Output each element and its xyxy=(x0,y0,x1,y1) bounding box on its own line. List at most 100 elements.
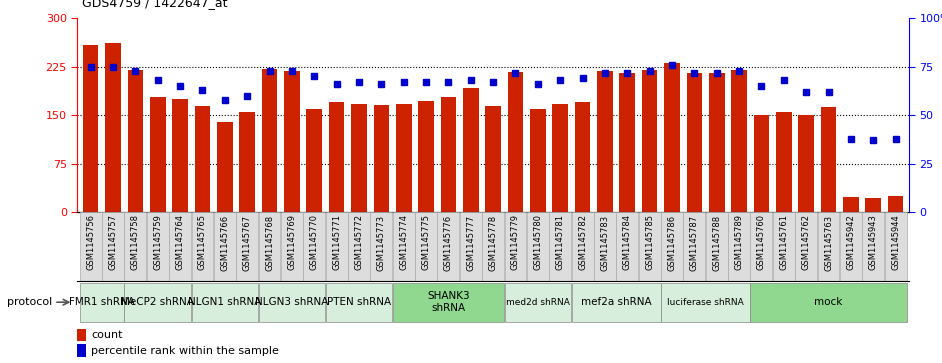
Text: GSM1145771: GSM1145771 xyxy=(333,215,341,270)
Bar xyxy=(731,70,747,212)
Bar xyxy=(575,102,591,212)
Text: GSM1145760: GSM1145760 xyxy=(757,215,766,270)
Bar xyxy=(549,212,571,281)
Text: GSM1145758: GSM1145758 xyxy=(131,215,139,270)
Text: GSM1145779: GSM1145779 xyxy=(511,215,520,270)
Bar xyxy=(124,212,146,281)
Bar xyxy=(351,104,366,212)
Text: GSM1145764: GSM1145764 xyxy=(175,215,185,270)
Text: GSM1145943: GSM1145943 xyxy=(869,215,878,270)
Text: GSM1145789: GSM1145789 xyxy=(735,215,743,270)
Text: GSM1145762: GSM1145762 xyxy=(802,215,811,270)
Bar xyxy=(572,212,593,281)
Bar xyxy=(597,71,612,212)
Bar xyxy=(463,88,479,212)
Bar xyxy=(820,107,836,212)
Text: GSM1145776: GSM1145776 xyxy=(444,215,453,270)
Bar xyxy=(754,115,770,212)
Bar xyxy=(887,196,903,212)
Bar xyxy=(374,105,389,212)
Bar xyxy=(217,122,233,212)
Bar xyxy=(505,212,527,281)
Bar xyxy=(508,72,524,212)
Bar xyxy=(683,212,706,281)
Bar xyxy=(866,198,881,212)
Bar xyxy=(527,212,549,281)
Bar xyxy=(772,212,795,281)
Bar xyxy=(460,212,481,281)
Text: GSM1145774: GSM1145774 xyxy=(399,215,408,270)
Bar xyxy=(172,99,187,212)
Bar xyxy=(124,282,191,322)
Bar xyxy=(751,282,906,322)
Text: mock: mock xyxy=(814,297,843,307)
Text: GSM1145766: GSM1145766 xyxy=(220,215,229,270)
Bar xyxy=(572,282,660,322)
Text: GSM1145770: GSM1145770 xyxy=(310,215,318,270)
Bar xyxy=(214,212,236,281)
Bar xyxy=(594,212,616,281)
Bar xyxy=(616,212,639,281)
Text: GSM1145757: GSM1145757 xyxy=(108,215,118,270)
Bar xyxy=(150,97,166,212)
Bar xyxy=(776,112,791,212)
Text: GSM1145784: GSM1145784 xyxy=(623,215,632,270)
Bar xyxy=(102,212,124,281)
Text: GSM1145772: GSM1145772 xyxy=(354,215,364,270)
Bar xyxy=(418,101,434,212)
Bar xyxy=(170,212,191,281)
Text: GSM1145783: GSM1145783 xyxy=(600,215,609,270)
Text: GSM1145786: GSM1145786 xyxy=(668,215,676,270)
Text: GSM1145777: GSM1145777 xyxy=(466,215,476,270)
Bar xyxy=(642,70,658,212)
Text: count: count xyxy=(91,330,122,340)
Text: GSM1145759: GSM1145759 xyxy=(154,215,162,270)
Text: med2d shRNA: med2d shRNA xyxy=(506,298,570,307)
Bar xyxy=(127,70,143,212)
Bar xyxy=(236,212,258,281)
Text: SHANK3
shRNA: SHANK3 shRNA xyxy=(427,291,470,313)
Bar xyxy=(885,212,906,281)
Bar xyxy=(191,212,214,281)
Bar xyxy=(306,109,322,212)
Text: mef2a shRNA: mef2a shRNA xyxy=(581,297,652,307)
Text: GSM1145761: GSM1145761 xyxy=(779,215,788,270)
Bar xyxy=(415,212,437,281)
Bar xyxy=(329,102,345,212)
Bar xyxy=(843,197,859,212)
Bar xyxy=(393,282,504,322)
Bar xyxy=(259,212,281,281)
Bar xyxy=(709,73,724,212)
Text: GSM1145768: GSM1145768 xyxy=(265,215,274,270)
Bar xyxy=(505,282,571,322)
Text: GSM1145767: GSM1145767 xyxy=(243,215,252,270)
Bar xyxy=(751,212,772,281)
Bar xyxy=(303,212,325,281)
Bar xyxy=(485,106,501,212)
Bar xyxy=(862,212,885,281)
Bar xyxy=(706,212,727,281)
Bar xyxy=(840,212,862,281)
Bar xyxy=(106,43,121,212)
Text: GSM1145782: GSM1145782 xyxy=(578,215,587,270)
Text: GSM1145756: GSM1145756 xyxy=(86,215,95,270)
Bar xyxy=(664,64,680,212)
Text: GSM1145773: GSM1145773 xyxy=(377,215,386,270)
Text: NLGN1 shRNA: NLGN1 shRNA xyxy=(188,297,262,307)
Text: GSM1145942: GSM1145942 xyxy=(847,215,855,270)
Text: GSM1145780: GSM1145780 xyxy=(533,215,543,270)
Bar xyxy=(396,104,412,212)
Bar xyxy=(620,73,635,212)
Text: protocol: protocol xyxy=(7,297,52,307)
Text: GDS4759 / 1422647_at: GDS4759 / 1422647_at xyxy=(82,0,227,9)
Text: percentile rank within the sample: percentile rank within the sample xyxy=(91,346,279,355)
Bar xyxy=(83,45,99,212)
Bar xyxy=(441,97,456,212)
Text: GSM1145775: GSM1145775 xyxy=(422,215,430,270)
Text: GSM1145787: GSM1145787 xyxy=(690,215,699,270)
Bar xyxy=(370,212,392,281)
Bar xyxy=(77,344,86,357)
Text: FMR1 shRNA: FMR1 shRNA xyxy=(69,297,135,307)
Text: GSM1145785: GSM1145785 xyxy=(645,215,654,270)
Bar xyxy=(147,212,169,281)
